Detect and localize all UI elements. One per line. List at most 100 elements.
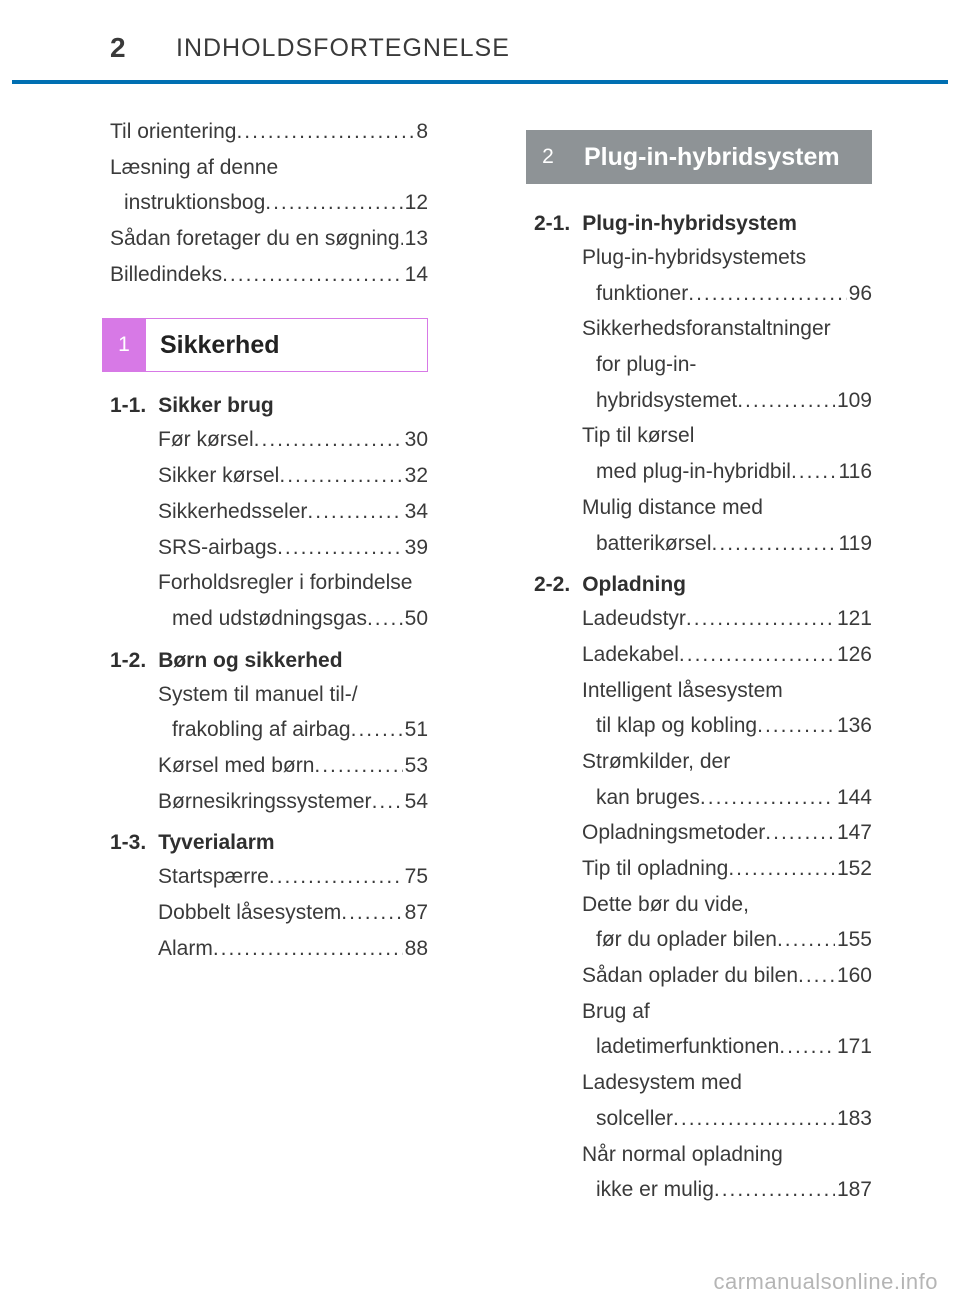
toc-page: 39	[403, 530, 428, 566]
toc-entry: Tip til opladning 152	[534, 851, 872, 887]
toc-dots	[341, 895, 402, 931]
toc-page: 53	[403, 748, 428, 784]
group-number: 2-2.	[534, 573, 570, 597]
toc-label-line: med plug-in-hybridbil	[596, 454, 791, 490]
toc-dots	[351, 712, 403, 748]
toc-label-line: Plug-in-hybridsystemets	[582, 240, 872, 276]
toc-entry: Sikker kørsel 32	[110, 458, 428, 494]
toc-label-line: Ladesystem med	[582, 1065, 872, 1101]
toc-dots	[688, 276, 846, 312]
toc-page: 34	[403, 494, 428, 530]
toc-entry: Sikkerhedsforanstaltninger for plug-in- …	[534, 311, 872, 418]
toc-dots	[700, 780, 835, 816]
toc-page: 88	[403, 931, 428, 967]
toc-page: 109	[835, 383, 872, 419]
toc-dots	[372, 784, 403, 820]
toc-dots	[307, 494, 402, 530]
toc-label-line: ikke er mulig	[596, 1172, 714, 1208]
group-heading: 1-2. Børn og sikkerhed	[110, 649, 428, 673]
section-title: Plug-in-hybridsystem	[570, 130, 872, 184]
toc-label: Tip til opladning	[582, 851, 728, 887]
toc-label: Ladekabel	[582, 637, 679, 673]
toc-dots	[222, 257, 403, 293]
toc-label: Børnesikringssystemer	[158, 784, 372, 820]
toc-label-line: Dette bør du vide,	[582, 887, 872, 923]
toc-label: Ladeudstyr	[582, 601, 686, 637]
group-number: 2-1.	[534, 212, 570, 236]
toc-label: Sådan oplader du bilen	[582, 958, 798, 994]
toc-page: 14	[403, 257, 428, 293]
toc-label-line: med udstødningsgas	[172, 601, 367, 637]
group-title: Sikker brug	[158, 394, 274, 418]
toc-dots	[737, 383, 835, 419]
toc-label: Før kørsel	[158, 422, 254, 458]
toc-dots	[236, 114, 414, 150]
toc-label-line: Strømkilder, der	[582, 744, 872, 780]
toc-label-line: Læsning af denne	[110, 150, 428, 186]
toc-label: Opladningsmetoder	[582, 815, 765, 851]
toc-page: 51	[403, 712, 428, 748]
toc-entry: Opladningsmetoder 147	[534, 815, 872, 851]
toc-page: 8	[414, 114, 428, 150]
watermark: carmanualsonline.info	[713, 1269, 938, 1295]
group-heading: 1-3. Tyverialarm	[110, 831, 428, 855]
toc-label-line: før du oplader bilen	[596, 922, 777, 958]
header-title: INDHOLDSFORTEGNELSE	[176, 34, 510, 63]
toc-page: 96	[847, 276, 872, 312]
toc-dots	[777, 922, 835, 958]
toc-label-line: funktioner	[596, 276, 688, 312]
group-number: 1-2.	[110, 649, 146, 673]
group-number: 1-3.	[110, 831, 146, 855]
toc-page: 30	[403, 422, 428, 458]
group-heading: 1-1. Sikker brug	[110, 394, 428, 418]
toc-entry: Billedindeks 14	[110, 257, 428, 293]
header-rule	[12, 80, 948, 84]
toc-label: Til orientering	[110, 114, 236, 150]
toc-label: Sikkerhedsseler	[158, 494, 307, 530]
toc-label-line: Mulig distance med	[582, 490, 872, 526]
toc-label-line: batterikørsel	[596, 526, 712, 562]
toc-page: 50	[403, 601, 428, 637]
toc-entry: SRS-airbags 39	[110, 530, 428, 566]
toc-entry: Før kørsel 30	[110, 422, 428, 458]
toc-dots	[314, 748, 402, 784]
toc-label: Startspærre	[158, 859, 269, 895]
toc-label: Kørsel med børn	[158, 748, 314, 784]
toc-dots	[791, 454, 837, 490]
page-number: 2	[110, 32, 126, 64]
toc-page: 147	[835, 815, 872, 851]
toc-dots	[367, 601, 403, 637]
toc-entry: Dobbelt låsesystem 87	[110, 895, 428, 931]
group-title: Tyverialarm	[158, 831, 274, 855]
toc-page: 119	[837, 526, 872, 562]
toc-page: 183	[835, 1101, 872, 1137]
toc-dots	[213, 931, 403, 967]
toc-dots	[712, 526, 837, 562]
toc-page: 116	[837, 454, 872, 490]
left-column: Til orientering 8 Læsning af denne instr…	[0, 100, 480, 1229]
toc-label-line: Tip til kørsel	[582, 418, 872, 454]
toc-label: Sikker kørsel	[158, 458, 279, 494]
toc-entry: Til orientering 8	[110, 114, 428, 150]
toc-label-line: for plug-in-	[582, 347, 872, 383]
toc-entry: Kørsel med børn 53	[110, 748, 428, 784]
toc-entry: Sådan foretager du en søgning 13	[110, 221, 428, 257]
toc-label-line: kan bruges	[596, 780, 700, 816]
toc-label: Alarm	[158, 931, 213, 967]
toc-entry: Forholdsregler i forbindelse med udstødn…	[110, 565, 428, 636]
toc-entry: Tip til kørsel med plug-in-hybridbil 116	[534, 418, 872, 489]
toc-dots	[757, 708, 835, 744]
toc-page: 152	[835, 851, 872, 887]
toc-entry: Dette bør du vide, før du oplader bilen …	[534, 887, 872, 958]
toc-dots	[679, 637, 835, 673]
content-area: Til orientering 8 Læsning af denne instr…	[0, 100, 960, 1229]
toc-page: 160	[835, 958, 872, 994]
toc-label: Billedindeks	[110, 257, 222, 293]
toc-page: 187	[835, 1172, 872, 1208]
toc-page: 12	[403, 185, 428, 221]
group-title: Børn og sikkerhed	[158, 649, 342, 673]
section-number: 2	[526, 130, 570, 184]
section-number: 1	[102, 318, 146, 372]
toc-label-line: solceller	[596, 1101, 673, 1137]
toc-label-line: hybridsystemet	[596, 383, 737, 419]
